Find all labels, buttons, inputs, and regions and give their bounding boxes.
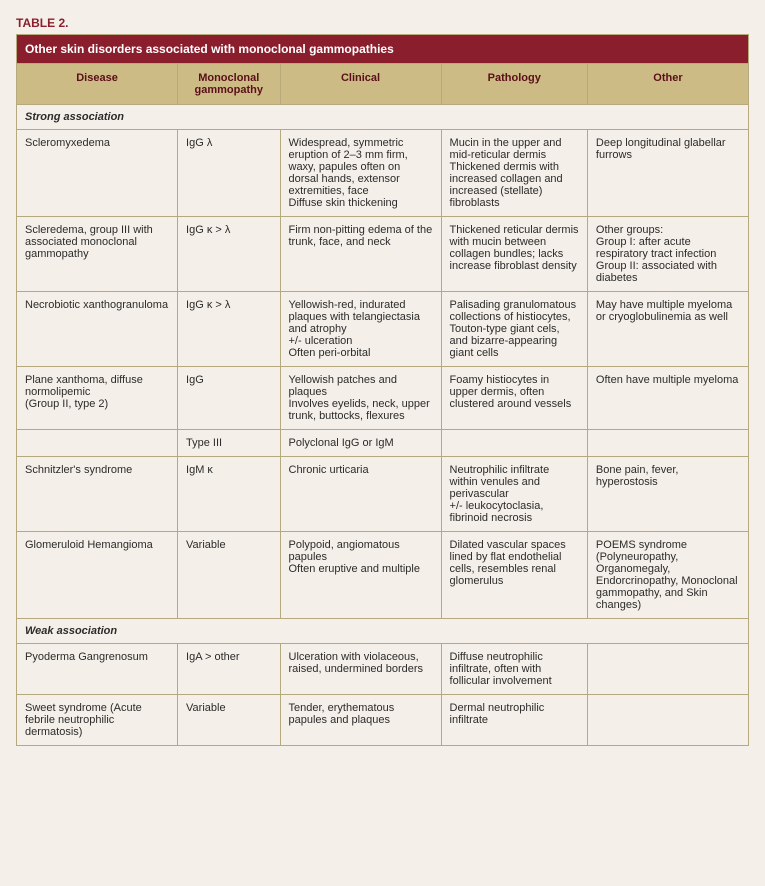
cell-other (587, 430, 748, 457)
table-row: Glomeruloid HemangiomaVariablePolypoid, … (17, 532, 749, 619)
col-disease: Disease (17, 64, 178, 105)
cell-clinical: Firm non-pitting edema of the trunk, fac… (280, 217, 441, 292)
cell-gammopathy: IgG (178, 367, 280, 430)
table-row: Plane xanthoma, diffuse normolipemic(Gro… (17, 367, 749, 430)
cell-other: Deep longitudinal glabellar furrows (587, 130, 748, 217)
cell-pathology: Foamy histiocytes in upper dermis, often… (441, 367, 587, 430)
cell-disease: Necrobiotic xanthogranuloma (17, 292, 178, 367)
cell-pathology: Mucin in the upper and mid-reticular der… (441, 130, 587, 217)
col-clinical: Clinical (280, 64, 441, 105)
cell-clinical: Chronic urticaria (280, 457, 441, 532)
cell-clinical: Yellowish patches and plaquesInvolves ey… (280, 367, 441, 430)
cell-disease: Pyoderma Gangrenosum (17, 644, 178, 695)
cell-pathology: Palisading granulomatous collections of … (441, 292, 587, 367)
cell-clinical: Tender, erythematous papules and plaques (280, 695, 441, 746)
cell-pathology: Dilated vascular spaces lined by flat en… (441, 532, 587, 619)
cell-gammopathy: IgM κ (178, 457, 280, 532)
table-row: Scleredema, group III with associated mo… (17, 217, 749, 292)
col-pathology: Pathology (441, 64, 587, 105)
cell-disease (17, 430, 178, 457)
cell-disease: Scleromyxedema (17, 130, 178, 217)
cell-gammopathy: Variable (178, 695, 280, 746)
cell-disease: Scleredema, group III with associated mo… (17, 217, 178, 292)
table-title: Other skin disorders associated with mon… (17, 35, 749, 64)
cell-other (587, 695, 748, 746)
table-row: Sweet syndrome (Acute febrile neutrophil… (17, 695, 749, 746)
col-gammopathy: Monoclonal gammopathy (178, 64, 280, 105)
table-row: Schnitzler's syndromeIgM κChronic urtica… (17, 457, 749, 532)
cell-gammopathy: Variable (178, 532, 280, 619)
cell-other: May have multiple myeloma or cryoglobuli… (587, 292, 748, 367)
cell-clinical: Widespread, symmetric eruption of 2–3 mm… (280, 130, 441, 217)
cell-other (587, 644, 748, 695)
column-headers: Disease Monoclonal gammopathy Clinical P… (17, 64, 749, 105)
cell-clinical: Polypoid, angiomatous papulesOften erupt… (280, 532, 441, 619)
cell-gammopathy: IgG κ > λ (178, 217, 280, 292)
cell-other: POEMS syndrome (Polyneuropathy, Organome… (587, 532, 748, 619)
disorders-table: Other skin disorders associated with mon… (16, 34, 749, 746)
cell-other: Other groups:Group I: after acute respir… (587, 217, 748, 292)
table-row: Necrobiotic xanthogranulomaIgG κ > λYell… (17, 292, 749, 367)
cell-other: Often have multiple myeloma (587, 367, 748, 430)
cell-disease: Sweet syndrome (Acute febrile neutrophil… (17, 695, 178, 746)
cell-disease: Plane xanthoma, diffuse normolipemic(Gro… (17, 367, 178, 430)
cell-pathology: Neutrophilic infiltrate within venules a… (441, 457, 587, 532)
cell-gammopathy: IgG λ (178, 130, 280, 217)
cell-pathology: Diffuse neutrophilic infiltrate, often w… (441, 644, 587, 695)
cell-gammopathy: IgA > other (178, 644, 280, 695)
section-label: Weak association (17, 619, 749, 644)
cell-pathology: Dermal neutrophilic infiltrate (441, 695, 587, 746)
cell-pathology (441, 430, 587, 457)
cell-pathology: Thickened reticular dermis with mucin be… (441, 217, 587, 292)
cell-other: Bone pain, fever, hyperostosis (587, 457, 748, 532)
cell-clinical: Yellowish-red, indurated plaques with te… (280, 292, 441, 367)
cell-disease: Glomeruloid Hemangioma (17, 532, 178, 619)
cell-clinical: Polyclonal IgG or IgM (280, 430, 441, 457)
cell-disease: Schnitzler's syndrome (17, 457, 178, 532)
section-label: Strong association (17, 105, 749, 130)
table-label: TABLE 2. (16, 16, 749, 30)
table-row: Pyoderma GangrenosumIgA > otherUlceratio… (17, 644, 749, 695)
col-other: Other (587, 64, 748, 105)
cell-clinical: Ulceration with violaceous, raised, unde… (280, 644, 441, 695)
table-row: ScleromyxedemaIgG λWidespread, symmetric… (17, 130, 749, 217)
cell-gammopathy: Type III (178, 430, 280, 457)
cell-gammopathy: IgG κ > λ (178, 292, 280, 367)
table-row: Type IIIPolyclonal IgG or IgM (17, 430, 749, 457)
